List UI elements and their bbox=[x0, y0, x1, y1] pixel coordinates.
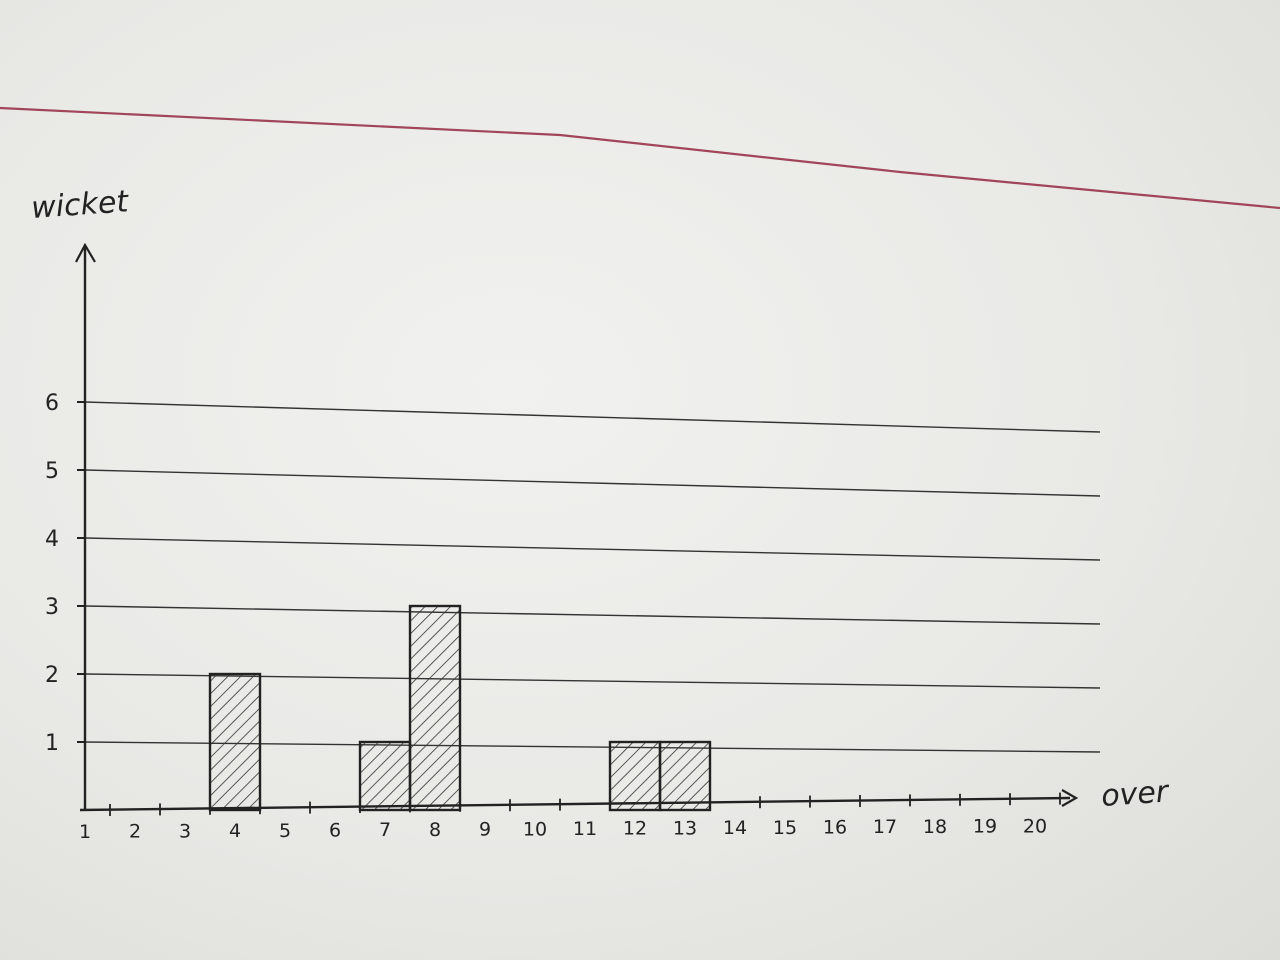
y-tick-label: 5 bbox=[45, 459, 59, 484]
bar-over-8 bbox=[408, 604, 462, 812]
x-tick-label: 18 bbox=[923, 816, 947, 838]
y-tick-label: 1 bbox=[45, 731, 59, 756]
x-tick-label: 16 bbox=[823, 817, 847, 839]
bar-over-4 bbox=[208, 672, 262, 812]
gridline bbox=[84, 469, 1101, 497]
y-tick-label: 2 bbox=[45, 663, 59, 688]
x-tick-label: 5 bbox=[279, 820, 291, 842]
bar-over-13 bbox=[658, 740, 712, 812]
x-tick-label: 2 bbox=[129, 821, 141, 843]
y-ticks: 1 2 3 4 5 6 bbox=[45, 391, 85, 756]
gridline bbox=[84, 401, 1101, 433]
x-tick-label: 15 bbox=[773, 817, 797, 839]
axes bbox=[75, 242, 1079, 812]
x-tick-label: 8 bbox=[429, 819, 441, 841]
x-axis-arrowhead bbox=[1061, 789, 1079, 807]
x-tick-label: 7 bbox=[379, 819, 391, 841]
x-tick-label: 17 bbox=[873, 816, 897, 838]
x-tick-label: 4 bbox=[229, 820, 241, 842]
gridline bbox=[84, 537, 1101, 561]
x-tick-label: 6 bbox=[329, 820, 341, 842]
x-tick-label: 13 bbox=[673, 817, 697, 839]
gridline bbox=[84, 605, 1101, 625]
x-tick-label: 19 bbox=[973, 816, 997, 838]
x-axis bbox=[79, 796, 1071, 812]
y-tick-label: 3 bbox=[45, 595, 59, 620]
x-tick-label: 10 bbox=[523, 818, 547, 840]
x-tick-label: 20 bbox=[1023, 815, 1047, 837]
x-tick-label: 3 bbox=[179, 820, 191, 842]
x-tick-label: 12 bbox=[623, 818, 647, 840]
x-axis-title: over bbox=[1100, 774, 1171, 814]
bar-over-12 bbox=[608, 740, 662, 812]
y-axis-arrowhead bbox=[75, 242, 96, 263]
bars bbox=[208, 604, 712, 812]
bar-over-7 bbox=[358, 740, 412, 812]
y-tick-label: 4 bbox=[45, 527, 59, 552]
x-tick-label: 14 bbox=[723, 817, 747, 839]
y-tick-label: 6 bbox=[45, 391, 59, 416]
margin-line bbox=[0, 106, 1280, 210]
y-axis-title: wicket bbox=[30, 184, 130, 226]
x-ticks: 1 2 3 4 5 6 7 8 9 10 11 12 13 14 15 16 17 18 19 20 bbox=[79, 792, 1061, 843]
x-tick-label: 11 bbox=[573, 818, 597, 840]
x-tick-label: 1 bbox=[79, 821, 91, 843]
x-tick-label: 9 bbox=[479, 819, 491, 841]
